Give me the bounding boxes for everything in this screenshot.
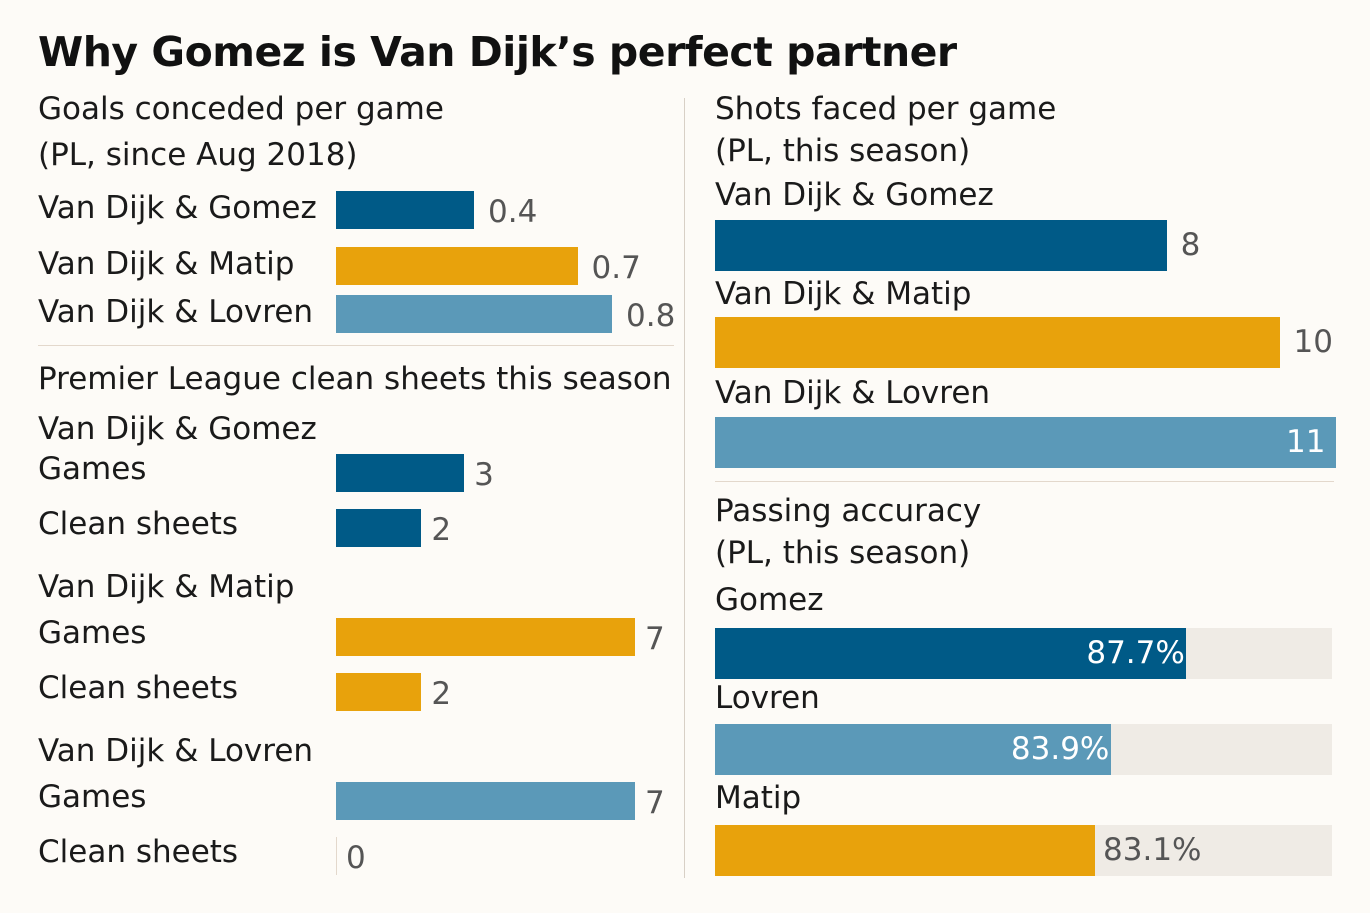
zero-axis bbox=[336, 837, 337, 875]
bar bbox=[715, 825, 1096, 876]
row-label: Games bbox=[38, 451, 147, 487]
data-label: 0.4 bbox=[488, 194, 538, 230]
bar bbox=[336, 782, 635, 820]
data-label: 2 bbox=[431, 512, 452, 548]
data-label: 7 bbox=[645, 785, 665, 821]
group-label: Van Dijk & Lovren bbox=[38, 733, 314, 769]
chart-subtitle: (PL, this season) bbox=[715, 535, 971, 571]
column-divider bbox=[684, 98, 685, 878]
bar bbox=[336, 673, 422, 711]
data-label: 3 bbox=[474, 457, 494, 493]
group-label: Van Dijk & Gomez bbox=[38, 411, 317, 447]
bar bbox=[336, 191, 474, 229]
data-label: 10 bbox=[1293, 324, 1333, 360]
category-label: Van Dijk & Lovren bbox=[715, 375, 991, 411]
row-label: Games bbox=[38, 779, 147, 815]
data-label: 8 bbox=[1180, 227, 1201, 263]
bar bbox=[336, 247, 578, 285]
data-label: 83.1% bbox=[1103, 832, 1202, 868]
section-divider-right bbox=[715, 481, 1334, 482]
data-label: 2 bbox=[431, 676, 452, 712]
chart-title: Shots faced per game bbox=[715, 91, 1057, 127]
bar bbox=[715, 220, 1167, 271]
data-label: 11 bbox=[1286, 424, 1326, 460]
chart-subtitle: (PL, this season) bbox=[715, 133, 971, 169]
bar bbox=[336, 454, 465, 492]
bar bbox=[715, 724, 1111, 775]
row-label: Clean sheets bbox=[38, 834, 239, 870]
bar bbox=[715, 628, 1187, 679]
data-label: 83.9% bbox=[1010, 731, 1110, 767]
page-title: Why Gomez is Van Dijk’s perfect partner bbox=[38, 28, 957, 76]
row-label: Games bbox=[38, 615, 147, 651]
category-label: Van Dijk & Lovren bbox=[38, 294, 314, 330]
section-divider-left bbox=[38, 345, 674, 346]
group-label: Van Dijk & Matip bbox=[38, 569, 295, 605]
data-label: 0 bbox=[346, 840, 366, 876]
data-label: 0.8 bbox=[626, 298, 676, 334]
category-label: Lovren bbox=[715, 680, 820, 716]
category-label: Van Dijk & Matip bbox=[38, 246, 295, 282]
bar bbox=[336, 295, 612, 333]
data-label: 7 bbox=[645, 621, 665, 657]
category-label: Gomez bbox=[715, 582, 824, 618]
chart-subtitle: (PL, since Aug 2018) bbox=[38, 137, 358, 173]
category-label: Van Dijk & Gomez bbox=[38, 190, 317, 226]
row-label: Clean sheets bbox=[38, 506, 239, 542]
category-label: Van Dijk & Gomez bbox=[715, 177, 994, 213]
chart-title: Premier League clean sheets this season bbox=[38, 361, 672, 397]
category-label: Van Dijk & Matip bbox=[715, 276, 972, 312]
bar bbox=[715, 317, 1280, 368]
chart-title: Goals conceded per game bbox=[38, 91, 444, 127]
chart-title: Passing accuracy bbox=[715, 493, 982, 529]
bar bbox=[336, 509, 422, 547]
category-label: Matip bbox=[715, 780, 802, 816]
data-label: 0.7 bbox=[591, 250, 641, 286]
bar bbox=[715, 417, 1336, 468]
data-label: 87.7% bbox=[1086, 635, 1185, 671]
bar bbox=[336, 618, 635, 656]
row-label: Clean sheets bbox=[38, 670, 239, 706]
